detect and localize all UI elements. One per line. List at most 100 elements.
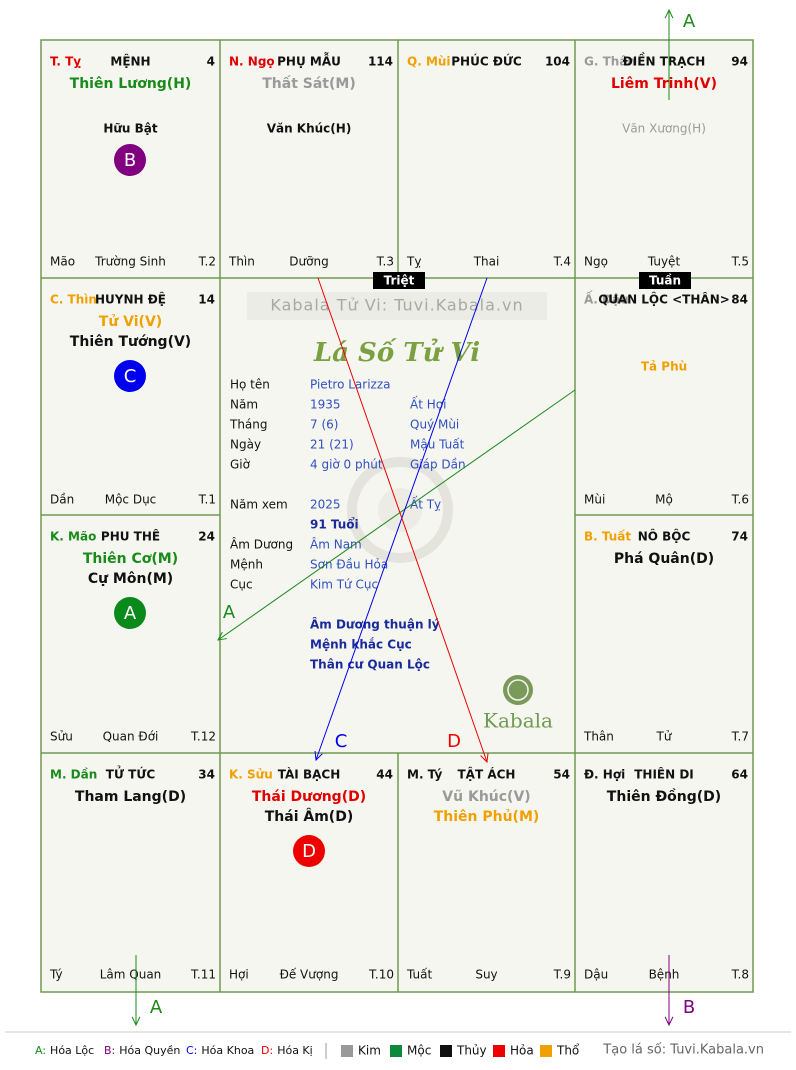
palace-name: HUYNH ĐỆ bbox=[95, 292, 166, 307]
palace-number: 4 bbox=[207, 55, 215, 69]
info-extra: Mậu Tuất bbox=[410, 438, 465, 452]
info-value: Sơn Đầu Hỏa bbox=[310, 558, 388, 572]
legend-desc: Hóa Khoa bbox=[201, 1044, 254, 1057]
badge-letter: D bbox=[302, 841, 316, 862]
arrow-line bbox=[217, 389, 576, 641]
info-value: 1935 bbox=[310, 398, 341, 412]
palace-name: QUAN LỘC <THÂN> bbox=[598, 292, 730, 307]
brand: Kabala Tử Vi: Tuvi.Kabala.vn bbox=[270, 296, 523, 315]
palace-footer: T.7 bbox=[731, 730, 749, 744]
palace-number: 64 bbox=[731, 768, 748, 782]
badge-letter: A bbox=[124, 603, 137, 624]
legend-element: Hỏa bbox=[510, 1044, 534, 1058]
palace-branch: Q. Mùi bbox=[407, 55, 451, 69]
info-label: Mệnh bbox=[230, 558, 263, 572]
palace-name: TÀI BẠCH bbox=[278, 767, 340, 782]
palace-footer: Mùi bbox=[584, 493, 605, 507]
info-extra: Ất Tỵ bbox=[410, 496, 441, 512]
palace-branch: G. Thân bbox=[584, 55, 636, 69]
palace-footer: Quan Đới bbox=[103, 730, 159, 744]
info-note: Âm Dương thuận lý bbox=[310, 617, 440, 632]
arrow-label: A bbox=[150, 997, 163, 1018]
layer: T. Tỵ MỆNH 4 Thiên Lương(H) Hữu Bật B Mão Trườn… bbox=[35, 8, 764, 1058]
main-star: Thái Dương(D) bbox=[252, 789, 366, 805]
info-label: Giờ bbox=[230, 458, 251, 472]
brand-box bbox=[247, 292, 547, 320]
arrow-head bbox=[217, 631, 227, 641]
palace-number: 44 bbox=[376, 768, 393, 782]
info-value: 4 giờ 0 phút bbox=[310, 458, 383, 472]
arrow-label: A bbox=[683, 11, 696, 32]
badge bbox=[114, 144, 146, 176]
legend-key: D: bbox=[261, 1044, 273, 1057]
minor-star: Hữu Bật bbox=[103, 122, 158, 136]
legend-element: Thổ bbox=[556, 1044, 580, 1058]
palace-number: 34 bbox=[198, 768, 215, 782]
info-value: Âm Nam bbox=[310, 537, 362, 552]
badge bbox=[114, 360, 146, 392]
info-label: Ngày bbox=[230, 438, 261, 452]
main-star: Vũ Khúc(V) bbox=[442, 789, 530, 805]
palace-number: 84 bbox=[731, 293, 748, 307]
info-value: 21 (21) bbox=[310, 438, 354, 452]
palace-footer: Đế Vượng bbox=[280, 968, 339, 982]
main-star: Thái Âm(D) bbox=[265, 808, 353, 825]
arrow-head bbox=[131, 1016, 141, 1027]
info-note: Mệnh khắc Cục bbox=[310, 638, 412, 652]
palace-branch: M. Dần bbox=[50, 768, 97, 782]
legend-desc: Hóa Kị bbox=[277, 1044, 313, 1057]
legend-key: A: bbox=[35, 1044, 46, 1057]
palace-branch: T. Tỵ bbox=[50, 55, 81, 69]
info-value: Pietro Larizza bbox=[310, 378, 390, 392]
legend-swatch bbox=[440, 1045, 452, 1057]
arrow-head bbox=[664, 1016, 674, 1027]
arrow-label: D bbox=[447, 731, 461, 752]
logo-ring bbox=[507, 679, 529, 701]
arrow-label: A bbox=[223, 602, 236, 623]
main-star: Thiên Phủ(M) bbox=[434, 809, 540, 825]
arrow-label: B bbox=[683, 997, 695, 1018]
info-value: 7 (6) bbox=[310, 418, 338, 432]
info-value: Kim Tứ Cục bbox=[310, 578, 378, 592]
legend-desc: Hóa Quyền bbox=[119, 1044, 180, 1057]
palace-number: 54 bbox=[553, 768, 570, 782]
palace-number: 114 bbox=[368, 55, 393, 69]
info-label: Năm bbox=[230, 398, 258, 412]
arrow-line bbox=[315, 277, 488, 761]
palace-footer: Thai bbox=[473, 255, 500, 269]
info-label: Cục bbox=[230, 578, 253, 592]
palace-footer: T.11 bbox=[190, 968, 216, 982]
minor-star: Văn Khúc(H) bbox=[267, 122, 352, 136]
palace-footer: T.10 bbox=[368, 968, 394, 982]
legend-element: Kim bbox=[358, 1044, 381, 1058]
legend-swatch bbox=[341, 1045, 353, 1057]
main-star: Tham Lang(D) bbox=[75, 789, 186, 805]
palace-footer: T.2 bbox=[198, 255, 216, 269]
palace-name: ĐIỀN TRẠCH bbox=[623, 52, 706, 69]
marker: Tuần bbox=[649, 274, 681, 288]
palace-branch: Đ. Hợi bbox=[584, 768, 625, 782]
palace-footer: T.3 bbox=[376, 255, 394, 269]
palace-number: 104 bbox=[545, 55, 570, 69]
palace-footer: T.6 bbox=[731, 493, 749, 507]
palace-footer: T.9 bbox=[553, 968, 571, 982]
info-label: Họ tên bbox=[230, 378, 270, 392]
marker-box bbox=[639, 272, 691, 289]
info-extra: Giáp Dần bbox=[410, 458, 466, 472]
palace-footer: Sửu bbox=[50, 730, 73, 744]
palace-branch: K. Sửu bbox=[229, 768, 273, 782]
palace-footer: T.5 bbox=[731, 255, 749, 269]
palace-footer: Thìn bbox=[228, 255, 255, 269]
palace-branch: N. Ngọ bbox=[229, 55, 275, 69]
palace-name: MỆNH bbox=[110, 54, 150, 69]
palace-footer: T.12 bbox=[190, 730, 216, 744]
palace-footer: Lâm Quan bbox=[100, 968, 162, 982]
palace-footer: Thân bbox=[583, 730, 614, 744]
legend-desc: Hóa Lộc bbox=[50, 1044, 94, 1057]
palace-footer: Bệnh bbox=[649, 968, 680, 982]
legend-transform: B: Hóa Quyền bbox=[104, 1044, 180, 1057]
info-label: Năm xem bbox=[230, 498, 288, 512]
palace-name: TỬ TỨC bbox=[106, 766, 156, 782]
legend-transform: C: Hóa Khoa bbox=[186, 1044, 254, 1057]
